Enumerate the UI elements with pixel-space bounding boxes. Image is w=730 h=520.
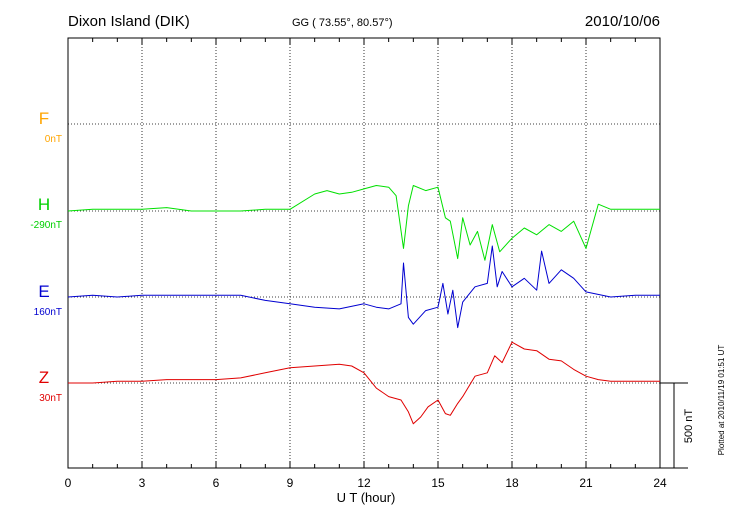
x-tick-label: 18 bbox=[505, 476, 519, 490]
x-axis-ticks bbox=[67, 38, 661, 468]
series-label-F: F bbox=[39, 109, 49, 128]
series-label-Z: Z bbox=[39, 368, 49, 387]
series-line-Z bbox=[68, 341, 660, 425]
grid-lines bbox=[68, 38, 660, 468]
scale-bar bbox=[660, 382, 688, 469]
plotted-timestamp: Plotted at 2010/11/19 01:51 UT bbox=[717, 345, 726, 456]
x-tick-label: 0 bbox=[65, 476, 72, 490]
x-tick-label: 9 bbox=[287, 476, 294, 490]
coordinates-label: GG ( 73.55°, 80.57°) bbox=[292, 17, 393, 29]
x-tick-label: 24 bbox=[653, 476, 667, 490]
baseline-label-Z: 30nT bbox=[39, 393, 62, 404]
series-line-E bbox=[67, 245, 660, 329]
x-tick-label: 6 bbox=[213, 476, 220, 490]
series-line-H bbox=[67, 185, 660, 261]
x-tick-label: 15 bbox=[431, 476, 445, 490]
date-label: 2010/10/06 bbox=[585, 13, 660, 30]
x-tick-label: 12 bbox=[357, 476, 371, 490]
x-axis-label: U T (hour) bbox=[337, 490, 396, 505]
plot-frame bbox=[67, 37, 661, 469]
baseline-label-F: 0nT bbox=[45, 134, 62, 145]
series-label-H: H bbox=[38, 195, 50, 214]
scale-bar-label: 500 nT bbox=[683, 409, 695, 444]
baseline-label-H: -290nT bbox=[30, 220, 62, 231]
baseline-label-E: 160nT bbox=[34, 307, 62, 318]
x-tick-label: 3 bbox=[139, 476, 146, 490]
x-tick-labels: 0 3 6 9 12 15 18 21 24 bbox=[65, 476, 667, 490]
station-title: Dixon Island (DIK) bbox=[68, 13, 190, 30]
series-traces bbox=[67, 185, 660, 425]
series-label-E: E bbox=[38, 282, 49, 301]
x-tick-label: 21 bbox=[579, 476, 593, 490]
